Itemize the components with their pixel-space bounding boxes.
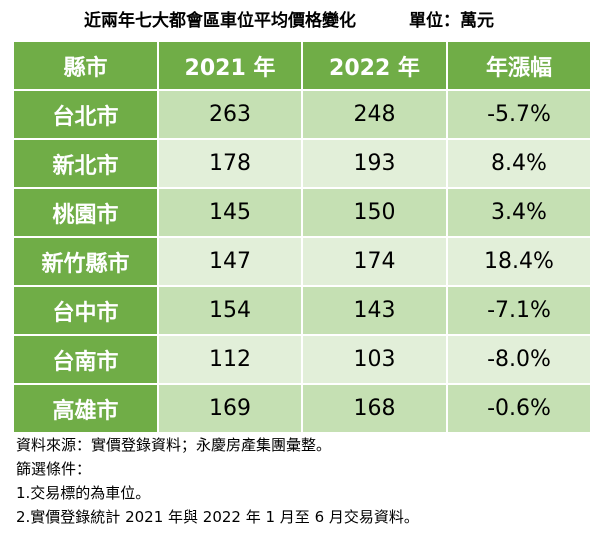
header-row: 縣市 2021 年 2022 年 年漲幅 [12,40,592,91]
change-cell: -5.7% [446,89,592,140]
header-2021: 2021 年 [157,40,303,91]
change-cell: -8.0% [446,334,592,385]
change-cell: 8.4% [446,138,592,189]
price-table: 縣市 2021 年 2022 年 年漲幅 台北市 263 248 -5.7% 新… [12,40,592,434]
table-row: 新北市 178 193 8.4% [12,138,592,189]
table-row: 新竹縣市 147 174 18.4% [12,236,592,287]
note-filter-heading: 篩選條件： [16,460,92,478]
header-2022: 2022 年 [301,40,448,91]
change-cell: -7.1% [446,285,592,336]
city-cell: 台北市 [12,89,159,140]
header-change: 年漲幅 [446,40,592,91]
change-cell: 3.4% [446,187,592,238]
table-row: 台中市 154 143 -7.1% [12,285,592,336]
value-2022-cell: 248 [301,89,448,140]
value-2022-cell: 168 [301,383,448,434]
table-title: 近兩年七大都會區車位平均價格變化 [84,11,356,31]
change-cell: -0.6% [446,383,592,434]
city-cell: 桃園市 [12,187,159,238]
unit-label: 單位：萬元 [409,11,494,31]
header-city: 縣市 [12,40,159,91]
value-2021-cell: 147 [157,236,303,287]
notes: 資料來源：實價登錄資料；永慶房產集團彙整。 篩選條件： 1.交易標的為車位。 2… [16,433,419,529]
value-2021-cell: 178 [157,138,303,189]
table-row: 台北市 263 248 -5.7% [12,89,592,140]
city-cell: 台南市 [12,334,159,385]
note-filter-2: 2.實價登錄統計 2021 年與 2022 年 1 月至 6 月交易資料。 [16,508,419,526]
value-2022-cell: 193 [301,138,448,189]
value-2021-cell: 112 [157,334,303,385]
city-cell: 台中市 [12,285,159,336]
value-2022-cell: 150 [301,187,448,238]
value-2021-cell: 154 [157,285,303,336]
value-2022-cell: 174 [301,236,448,287]
table-row: 台南市 112 103 -8.0% [12,334,592,385]
value-2022-cell: 103 [301,334,448,385]
table-row: 高雄市 169 168 -0.6% [12,383,592,434]
city-cell: 新竹縣市 [12,236,159,287]
city-cell: 新北市 [12,138,159,189]
value-2022-cell: 143 [301,285,448,336]
value-2021-cell: 145 [157,187,303,238]
value-2021-cell: 263 [157,89,303,140]
note-source: 資料來源：實價登錄資料；永慶房產集團彙整。 [16,436,332,454]
note-filter-1: 1.交易標的為車位。 [16,484,151,502]
table-row: 桃園市 145 150 3.4% [12,187,592,238]
change-cell: 18.4% [446,236,592,287]
city-cell: 高雄市 [12,383,159,434]
value-2021-cell: 169 [157,383,303,434]
title-row: 近兩年七大都會區車位平均價格變化 單位：萬元 [0,4,600,34]
